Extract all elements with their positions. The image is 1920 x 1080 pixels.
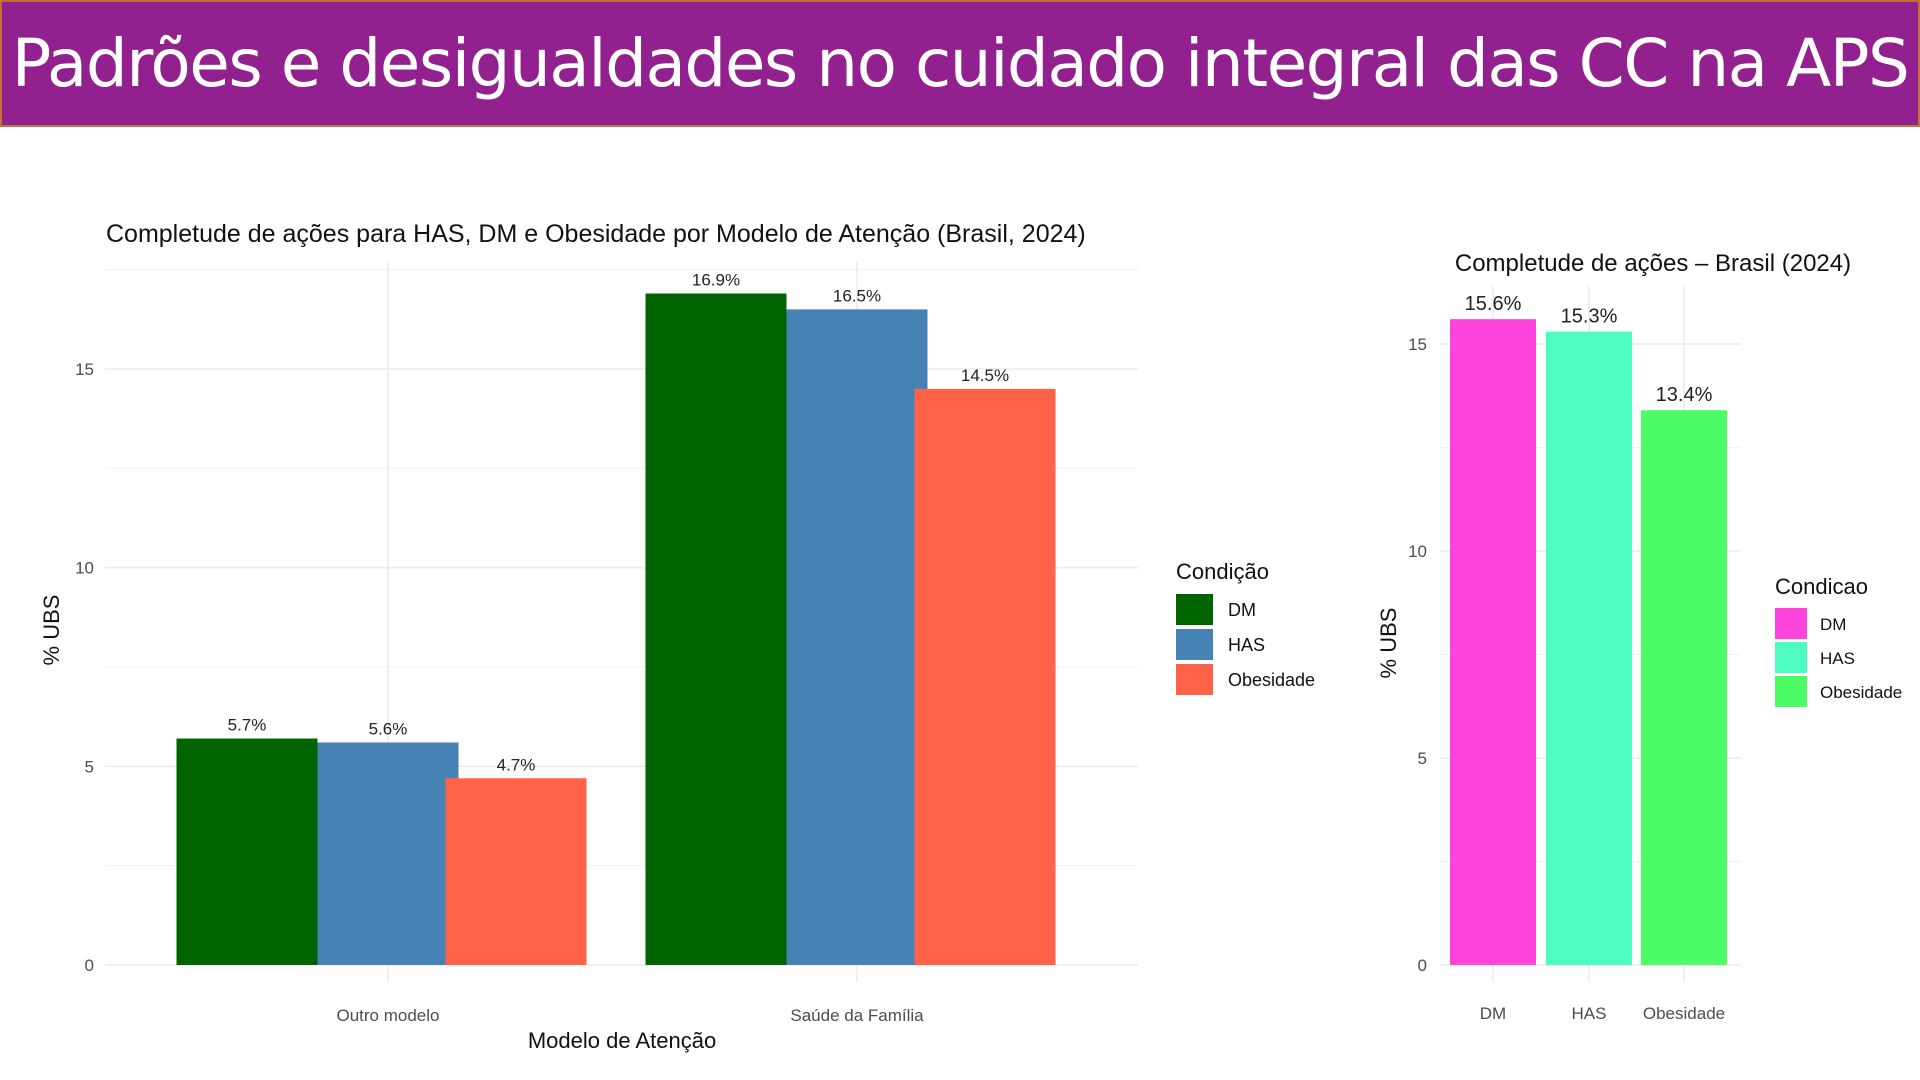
y-tick-label: 0: [1418, 956, 1427, 975]
slide-title: Padrões e desigualdades no cuidado integ…: [11, 25, 1910, 102]
x-axis-title: Modelo de Atenção: [528, 1028, 716, 1053]
data-label: 16.9%: [692, 271, 740, 290]
slide-title-banner: Padrões e desigualdades no cuidado integ…: [0, 0, 1920, 127]
legend-swatch-has: [1176, 629, 1213, 660]
chart-title: Completude de ações – Brasil (2024): [1455, 250, 1851, 277]
legend-label: Obesidade: [1820, 683, 1902, 702]
legend-swatch-dm: [1775, 608, 1807, 639]
bar-dm-outro-modelo: [176, 738, 318, 965]
data-label: 13.4%: [1656, 384, 1713, 406]
bar-has-outro-modelo: [317, 742, 459, 965]
bar-obesidade: [1641, 410, 1727, 965]
legend-swatch-has: [1775, 642, 1807, 673]
legend-swatch-obesidade: [1176, 664, 1213, 695]
y-tick-label: 10: [75, 559, 94, 578]
legend-label: Obesidade: [1228, 670, 1315, 690]
data-label: 5.6%: [369, 719, 408, 738]
legend-label: DM: [1820, 615, 1846, 634]
bar-dm-saude-da-familia: [645, 293, 787, 965]
legend-swatch-dm: [1176, 594, 1213, 625]
bar-obesidade-saude-da-familia: [914, 388, 1056, 965]
x-tick-label: Obesidade: [1643, 1004, 1725, 1023]
bar-has: [1546, 331, 1632, 966]
legend-swatch-obesidade: [1775, 676, 1807, 707]
x-tick-label: DM: [1480, 1004, 1506, 1023]
data-label: 5.7%: [228, 716, 267, 735]
data-label: 4.7%: [497, 755, 536, 774]
y-tick-label: 5: [1418, 749, 1427, 768]
y-tick-label: 15: [75, 360, 94, 379]
data-label: 15.6%: [1465, 293, 1522, 315]
y-tick-label: 5: [85, 757, 94, 776]
data-label: 16.5%: [833, 286, 881, 305]
y-tick-label: 15: [1408, 335, 1427, 354]
y-tick-label: 0: [85, 956, 94, 975]
y-tick-label: 10: [1408, 542, 1427, 561]
chart-completude-por-modelo: Completude de ações para HAS, DM e Obesi…: [39, 220, 1315, 1053]
y-axis-title: % UBS: [1376, 608, 1401, 679]
chart-title: Completude de ações para HAS, DM e Obesi…: [106, 220, 1086, 248]
data-label: 14.5%: [961, 366, 1009, 385]
bar-has-saude-da-familia: [786, 309, 928, 965]
legend-label: DM: [1228, 600, 1256, 620]
bar-dm: [1450, 319, 1536, 965]
x-tick-label: HAS: [1572, 1004, 1607, 1023]
legend-label: HAS: [1228, 635, 1265, 655]
x-tick-label: Outro modelo: [337, 1006, 440, 1025]
y-axis-title: % UBS: [39, 595, 64, 666]
legend-title: Condicao: [1775, 574, 1868, 599]
legend-title: Condição: [1176, 559, 1269, 584]
legend-label: HAS: [1820, 649, 1855, 668]
data-label: 15.3%: [1561, 306, 1618, 328]
x-tick-label: Saúde da Família: [790, 1006, 924, 1025]
bar-obesidade-outro-modelo: [445, 778, 587, 965]
